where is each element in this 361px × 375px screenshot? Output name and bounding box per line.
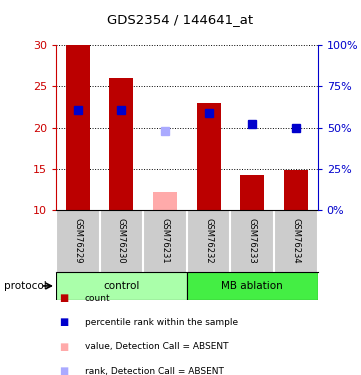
Text: ■: ■ [60,318,69,327]
Text: ■: ■ [60,293,69,303]
Text: GSM76230: GSM76230 [117,218,126,264]
Text: protocol: protocol [4,281,46,291]
Text: MB ablation: MB ablation [221,281,283,291]
Text: ■: ■ [60,366,69,375]
Text: control: control [103,281,140,291]
Text: ■: ■ [60,342,69,352]
Bar [240,174,264,210]
Bar [109,78,133,210]
Bar [187,272,318,300]
Text: percentile rank within the sample: percentile rank within the sample [85,318,238,327]
Bar [56,272,187,300]
Bar [284,170,308,210]
Bar [153,192,177,210]
Bar [66,45,90,210]
Text: GSM76234: GSM76234 [291,218,300,264]
Text: GSM76233: GSM76233 [248,218,257,264]
Text: count: count [85,294,110,303]
Text: GSM76231: GSM76231 [161,218,170,264]
Text: rank, Detection Call = ABSENT: rank, Detection Call = ABSENT [85,367,224,375]
Text: value, Detection Call = ABSENT: value, Detection Call = ABSENT [85,342,229,351]
Text: GSM76232: GSM76232 [204,218,213,264]
Text: GSM76229: GSM76229 [73,218,82,264]
Bar [197,103,221,210]
Text: GDS2354 / 144641_at: GDS2354 / 144641_at [108,13,253,26]
